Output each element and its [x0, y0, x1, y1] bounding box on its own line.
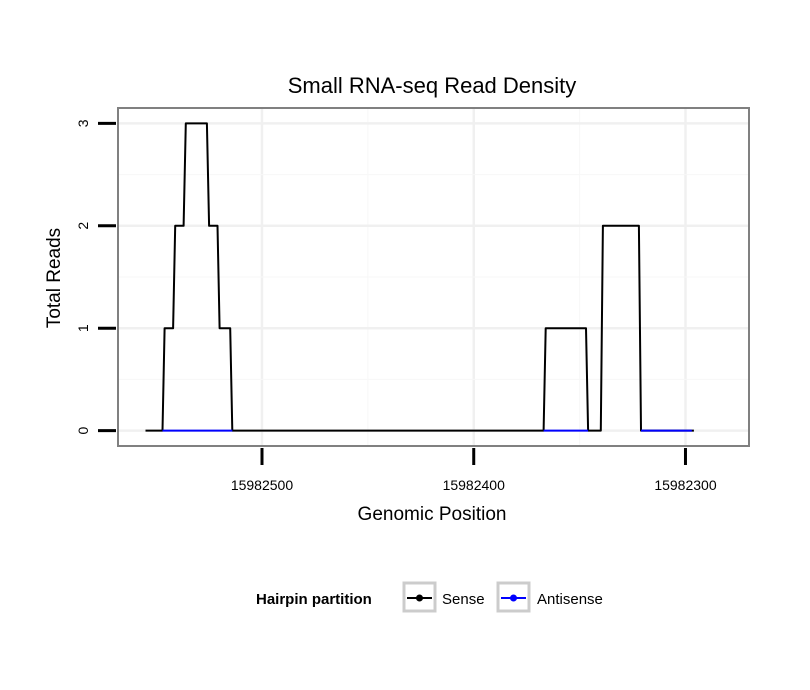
legend-title: Hairpin partition	[256, 591, 372, 608]
y-axis: 0 1 2 3	[75, 119, 116, 435]
x-tick-label: 15982500	[231, 477, 294, 493]
y-tick-label: 1	[75, 324, 91, 332]
plot-border	[117, 107, 750, 447]
x-tick-label: 15982400	[443, 477, 506, 493]
y-tick-label: 2	[75, 222, 91, 230]
y-tick-label: 0	[75, 427, 91, 435]
legend: Hairpin partition Sense Antisense	[256, 581, 603, 613]
chart-title: Small RNA-seq Read Density	[288, 73, 577, 98]
legend-label-sense: Sense	[442, 591, 485, 608]
x-axis: 15982500 15982400 15982300	[231, 448, 717, 493]
y-axis-title: Total Reads	[44, 228, 65, 328]
legend-key-sense-dot	[416, 594, 423, 602]
x-tick-label: 15982300	[654, 477, 717, 493]
series-lines	[145, 122, 694, 432]
series-line-sense	[145, 122, 694, 432]
x-axis-title: Genomic Position	[358, 504, 507, 525]
legend-key-antisense-dot	[510, 594, 517, 602]
y-tick-label: 3	[75, 119, 91, 127]
legend-label-antisense: Antisense	[537, 591, 603, 608]
